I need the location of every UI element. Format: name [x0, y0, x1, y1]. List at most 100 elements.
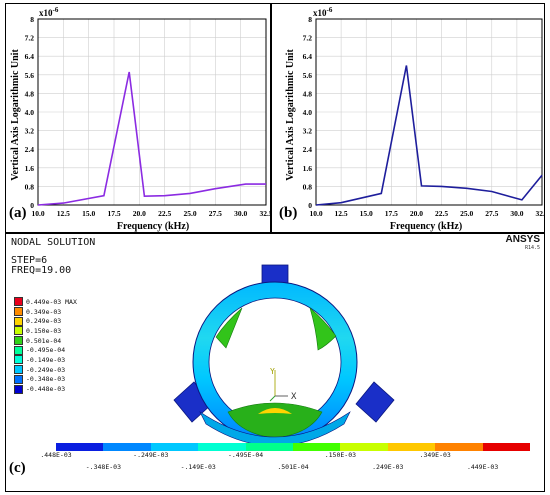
- x-tick-label: 15.0: [360, 209, 373, 218]
- triad-z-axis: [269, 395, 276, 402]
- colorbar-label: .150E-03: [324, 451, 357, 459]
- y-tick-label: 1.6: [303, 164, 313, 173]
- colorbar-label: .349E-03: [419, 451, 451, 459]
- colorbar-segment: [56, 443, 104, 451]
- y-tick-label: 0: [308, 201, 312, 210]
- colorbar-segment: [198, 443, 246, 451]
- x-tick-label: 10.0: [309, 209, 322, 218]
- legend-swatch: [14, 297, 23, 307]
- panel-a-frame: [5, 3, 271, 233]
- colorbar-segment: [245, 443, 294, 451]
- legend-value: 0.449e-03 MAX: [26, 297, 77, 306]
- y-tick-label: 6.4: [303, 52, 313, 61]
- nodal-solution-title: NODAL SOLUTION: [11, 237, 96, 248]
- chart-a: x10-6 0 0.8 1.6 2.4 3.2 4.0 4.8 5.6 6.4 7.2 8 10.0 1…: [9, 6, 271, 232]
- plot-border: [37, 18, 267, 206]
- panel-label-b: (b): [279, 205, 297, 221]
- y-tick-label: 7.2: [303, 34, 313, 43]
- lobe-top-right: [309, 307, 337, 351]
- y-tick-label: 4.8: [303, 89, 313, 98]
- panel-label-c: (c): [9, 460, 26, 476]
- y-tick-label: 7.2: [25, 34, 35, 43]
- y-tick-label: 5.6: [303, 71, 313, 80]
- y-tick-label: 4.0: [25, 108, 35, 117]
- legend-swatch: [14, 384, 23, 394]
- series-line-b: [315, 65, 543, 206]
- legend-value: -0.348e-03: [26, 375, 66, 384]
- legend-value: -0.149e-03: [26, 355, 66, 364]
- x-tick-label: 17.5: [107, 209, 120, 218]
- legend-entry: 0.150e-03: [14, 326, 134, 336]
- y-tick-label: 8: [308, 15, 312, 24]
- x-tick-label: 30.0: [510, 209, 523, 218]
- colorbar-label: -.495E-04: [227, 451, 264, 459]
- ring-model: Y X: [173, 264, 395, 447]
- colorbar-label: .449E-03: [466, 463, 499, 471]
- legend-entry: -0.495e-04: [14, 345, 134, 355]
- y-tick-label: 0: [30, 201, 34, 210]
- legend-entry: -0.448e-03: [14, 384, 134, 394]
- x-tick-label: 12.5: [57, 209, 70, 218]
- x-tick-label: 32.5: [535, 209, 545, 218]
- colorbar-bottom-labels: -.348E-03 -.149E-03 .501E-04 .249E-03 .449E-…: [56, 463, 544, 475]
- x-tick-label: 22.5: [435, 209, 448, 218]
- y-tick-label: 3.2: [303, 127, 313, 136]
- y-tick-label: 6.4: [25, 52, 35, 61]
- right-lug: [355, 381, 395, 423]
- contour-legend: 0.449e-03 MAX 0.349e-03 0.249e-03 0.150e-03…: [14, 297, 134, 394]
- legend-value: 0.501e-04: [26, 336, 62, 345]
- legend-entry: -0.149e-03: [14, 355, 134, 365]
- colorbar-segment: [293, 443, 341, 451]
- legend-swatch: [14, 365, 23, 375]
- colorbar-segment: [482, 443, 531, 451]
- legend-entry: -0.249e-03: [14, 365, 134, 375]
- legend-swatch: [14, 355, 23, 365]
- scale-label-a: x10-6: [39, 6, 59, 18]
- lobe-top-left: [215, 307, 243, 349]
- ansys-brand: ANSYS: [505, 234, 540, 245]
- colorbar-segment: [150, 443, 199, 451]
- x-tick-label: 15.0: [82, 209, 95, 218]
- y-tick-label: 2.4: [303, 145, 313, 154]
- x-tick-label: 30.0: [234, 209, 247, 218]
- y-tick-label: 0.8: [25, 182, 35, 191]
- ansys-panel: NODAL SOLUTION STEP=6 FREQ=19.00 ANSYS R…: [5, 233, 545, 492]
- freq-value: FREQ=19.00: [11, 265, 72, 276]
- colorbar-label: .249E-03: [372, 463, 404, 471]
- colorbar-segment: [387, 443, 436, 451]
- triad-x-label: X: [291, 392, 297, 402]
- y-tick-label: 4.8: [25, 89, 35, 98]
- lobe-bottom: [227, 402, 323, 439]
- x-tick-label: 10.0: [31, 209, 44, 218]
- legend-swatch: [14, 307, 23, 317]
- legend-entry: 0.349e-03: [14, 307, 134, 317]
- lobe-bottom-hot: [258, 408, 292, 414]
- x-axis-label-b: Frequency (kHz): [390, 221, 462, 232]
- x-tick-label: 25.0: [183, 209, 196, 218]
- ring-bottom-band: [199, 411, 351, 447]
- colorbar-segment: [340, 443, 388, 451]
- x-tick-label: 25.0: [460, 209, 473, 218]
- y-tick-label: 1.6: [25, 164, 35, 173]
- colorbar: [56, 443, 531, 451]
- colorbar-top-labels: .448E-03 -.249E-03 -.495E-04 .150E-03 .349E-…: [40, 451, 544, 463]
- plot-border: [315, 18, 543, 206]
- panel-b-frame: [271, 3, 545, 233]
- legend-swatch: [14, 336, 23, 346]
- ansys-version: R14.5: [524, 245, 540, 251]
- legend-entry: 0.249e-03: [14, 316, 134, 326]
- x-tick-label: 17.5: [385, 209, 398, 218]
- colorbar-label: -.149E-03: [180, 463, 216, 471]
- scale-label-b: x10-6: [313, 6, 333, 18]
- y-tick-label: 0.8: [303, 182, 313, 191]
- legend-swatch: [14, 374, 23, 384]
- legend-swatch: [14, 345, 23, 355]
- colorbar-label: .448E-03: [40, 451, 72, 459]
- legend-value: -0.495e-04: [26, 346, 66, 355]
- legend-swatch: [14, 326, 23, 336]
- legend-value: 0.150e-03: [26, 326, 62, 335]
- colorbar-segment: [435, 443, 483, 451]
- x-tick-label: 32.5: [259, 209, 271, 218]
- triad-y-label: Y: [270, 367, 275, 376]
- series-line-a: [37, 71, 266, 206]
